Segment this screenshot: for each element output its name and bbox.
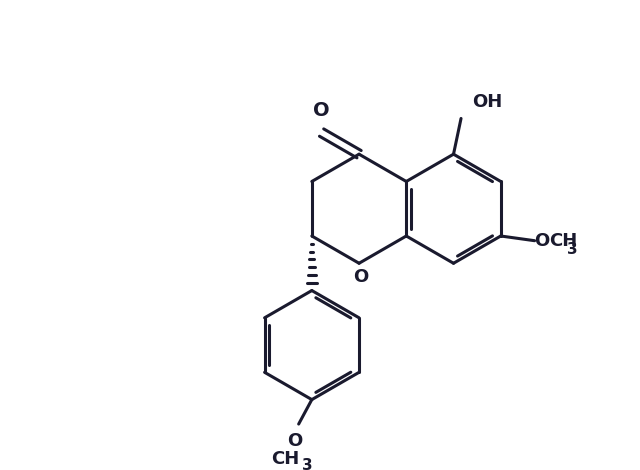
Text: 3: 3 (303, 458, 313, 470)
Text: 3: 3 (566, 242, 577, 257)
Text: O: O (534, 232, 550, 250)
Text: CH: CH (271, 450, 300, 469)
Text: OH: OH (472, 93, 502, 111)
Text: CH: CH (548, 232, 577, 250)
Text: O: O (353, 268, 369, 286)
Text: O: O (314, 102, 330, 120)
Text: O: O (287, 431, 303, 450)
